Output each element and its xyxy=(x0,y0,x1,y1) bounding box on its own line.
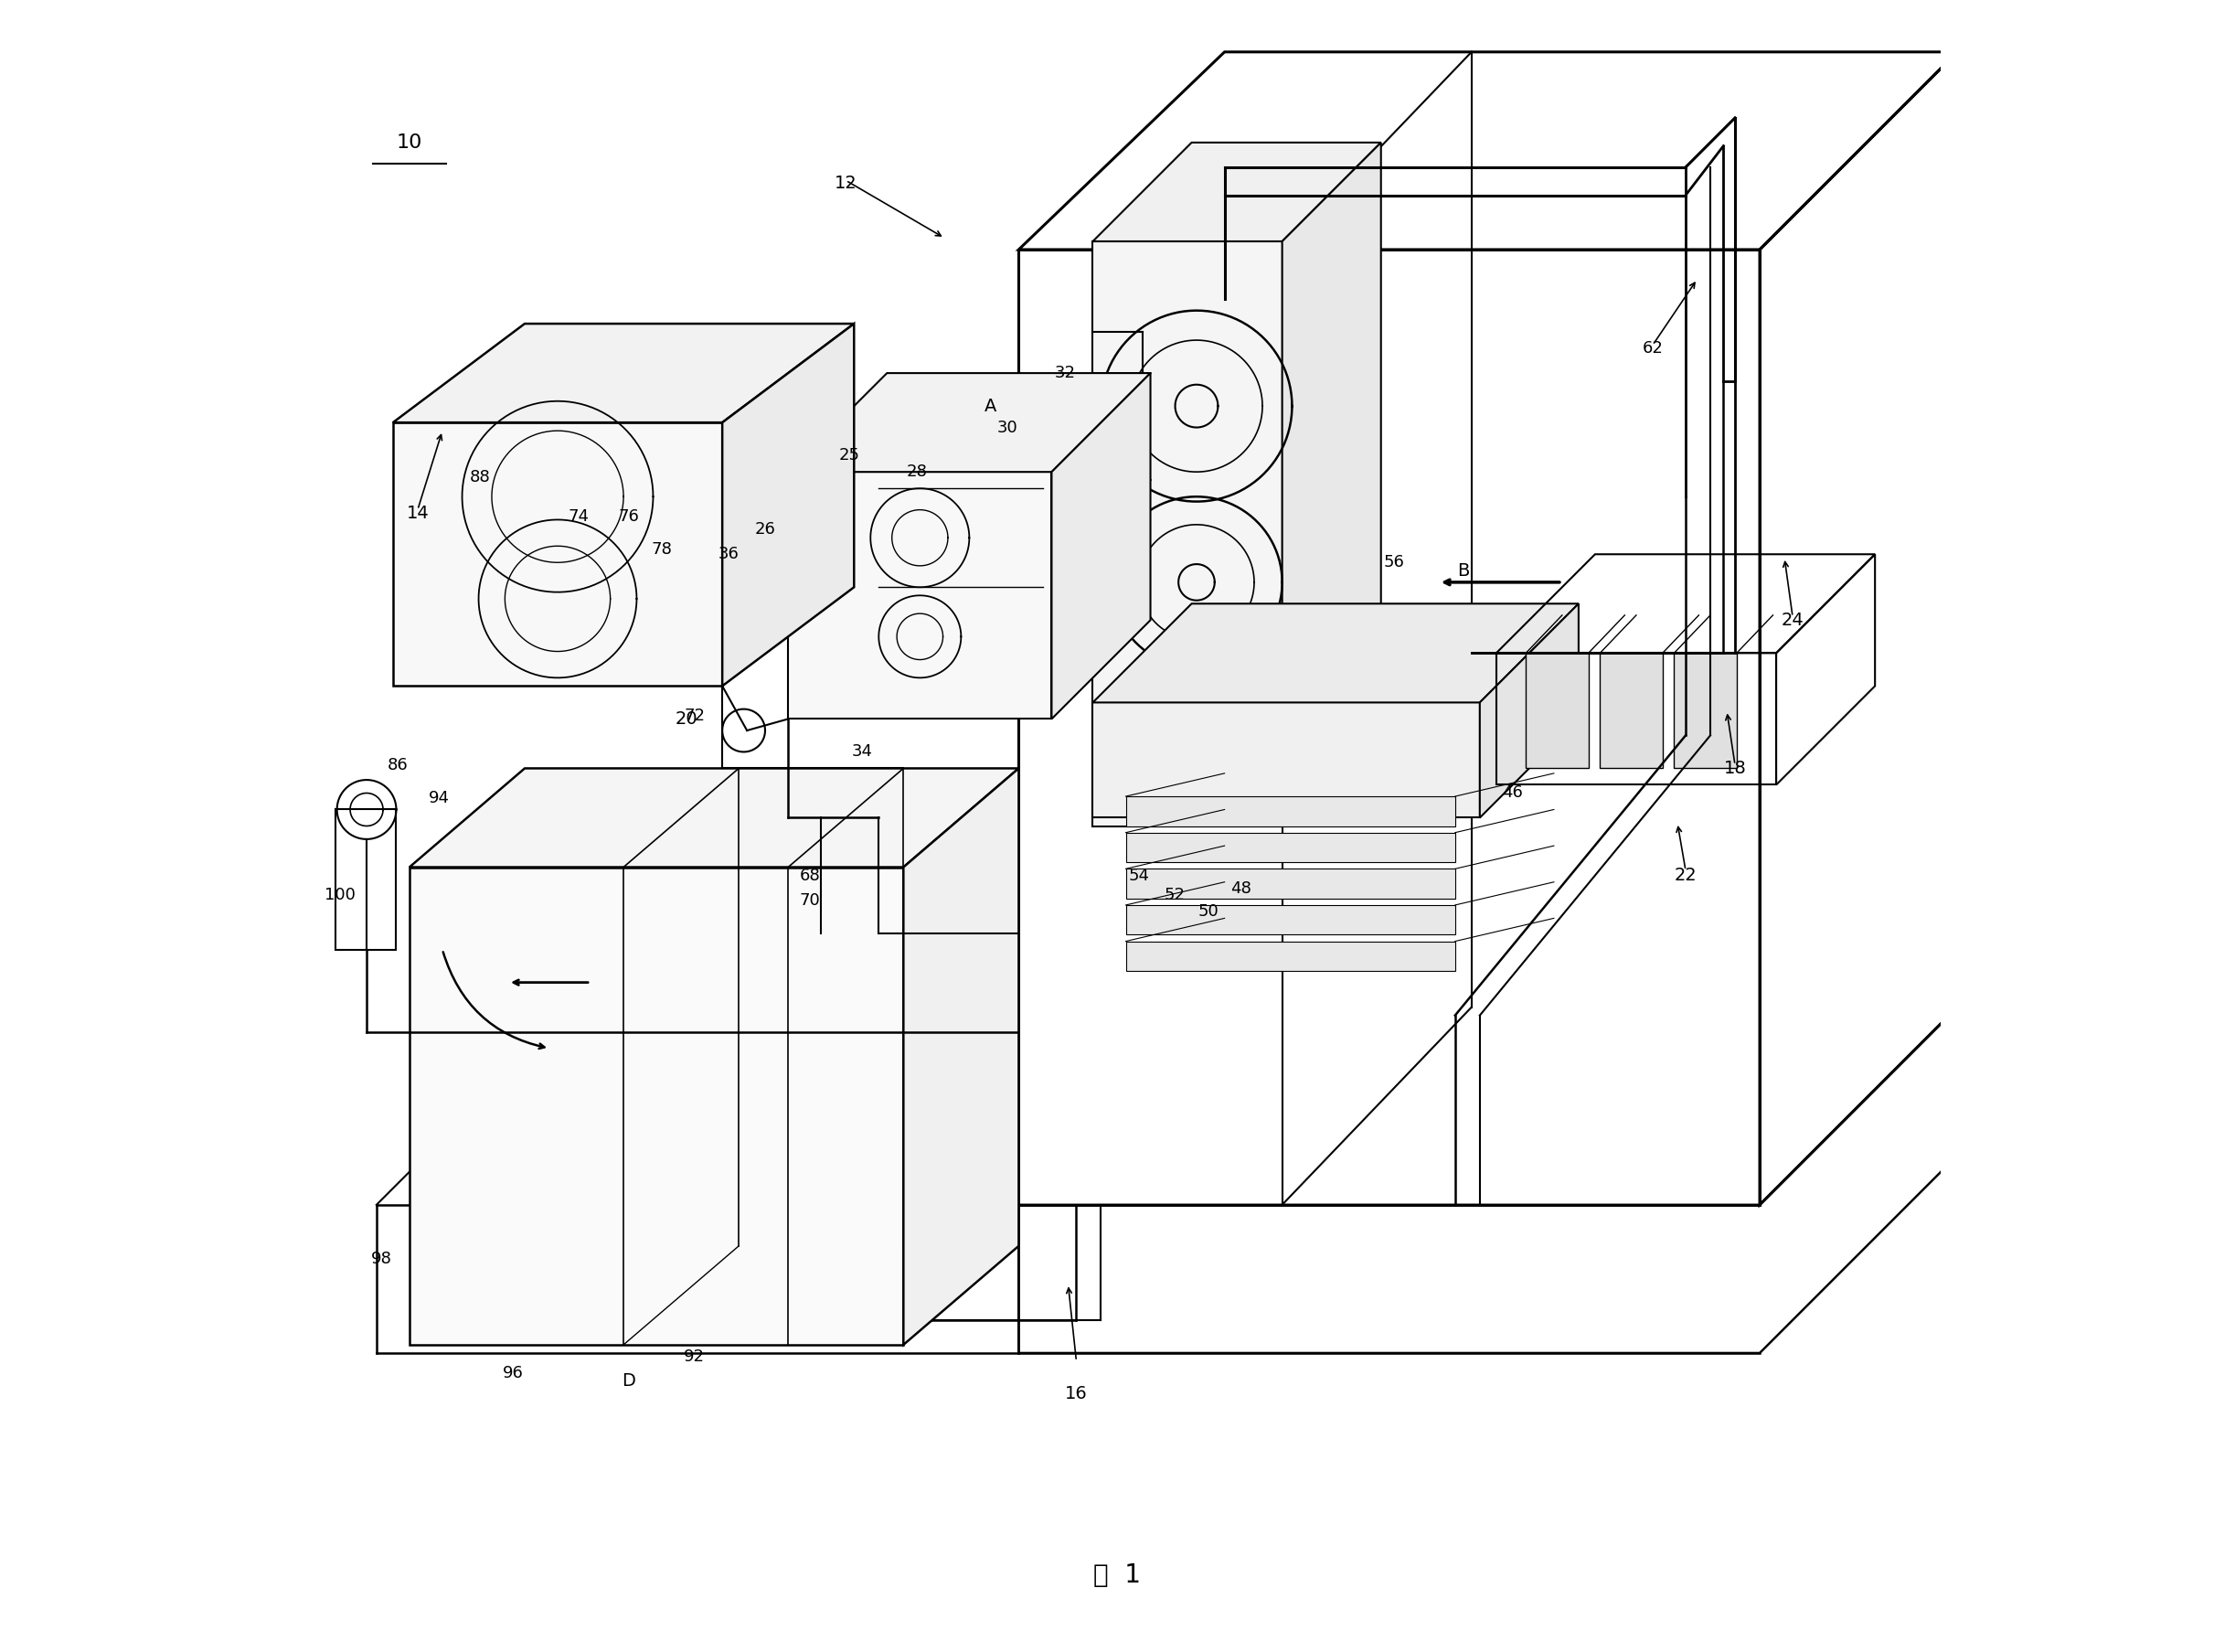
Text: 34: 34 xyxy=(852,743,874,760)
Text: 70: 70 xyxy=(800,892,820,909)
Polygon shape xyxy=(1283,142,1381,826)
Polygon shape xyxy=(1093,142,1381,241)
Polygon shape xyxy=(1126,905,1455,935)
Text: 74: 74 xyxy=(568,509,590,525)
Polygon shape xyxy=(409,867,903,1345)
Text: 94: 94 xyxy=(429,790,449,806)
Text: 62: 62 xyxy=(1643,340,1663,357)
Polygon shape xyxy=(789,472,1053,719)
Text: B: B xyxy=(1457,562,1468,580)
Text: 52: 52 xyxy=(1164,887,1185,904)
Polygon shape xyxy=(1527,653,1589,768)
Polygon shape xyxy=(1480,603,1578,818)
Text: 12: 12 xyxy=(834,175,856,192)
Text: 16: 16 xyxy=(1066,1386,1088,1403)
Polygon shape xyxy=(1126,869,1455,899)
Text: 98: 98 xyxy=(371,1251,391,1267)
Polygon shape xyxy=(1093,603,1578,702)
Text: 14: 14 xyxy=(407,504,429,522)
Polygon shape xyxy=(1093,702,1480,818)
Polygon shape xyxy=(1053,373,1151,719)
Polygon shape xyxy=(903,768,1019,1345)
Text: 86: 86 xyxy=(387,757,409,773)
Text: D: D xyxy=(621,1373,635,1389)
Text: 92: 92 xyxy=(684,1348,704,1365)
Text: 56: 56 xyxy=(1383,555,1404,570)
Text: 54: 54 xyxy=(1129,867,1149,884)
Text: 46: 46 xyxy=(1502,785,1524,801)
Text: 72: 72 xyxy=(684,707,704,724)
Text: 18: 18 xyxy=(1723,760,1746,776)
Text: 28: 28 xyxy=(905,464,928,481)
Text: 20: 20 xyxy=(675,710,697,727)
Polygon shape xyxy=(1674,653,1737,768)
Polygon shape xyxy=(393,324,854,423)
Text: A: A xyxy=(986,398,997,415)
Text: 76: 76 xyxy=(617,509,639,525)
Polygon shape xyxy=(722,324,854,686)
Text: 图  1: 图 1 xyxy=(1093,1563,1142,1588)
Text: 96: 96 xyxy=(503,1365,523,1381)
Text: 26: 26 xyxy=(755,522,776,539)
Text: 88: 88 xyxy=(469,469,492,486)
Text: 10: 10 xyxy=(396,134,422,152)
Text: 78: 78 xyxy=(650,542,673,557)
Text: 25: 25 xyxy=(838,448,860,464)
Polygon shape xyxy=(393,423,722,686)
Text: 32: 32 xyxy=(1055,365,1075,382)
Text: 50: 50 xyxy=(1198,904,1218,920)
Polygon shape xyxy=(1093,241,1283,826)
Polygon shape xyxy=(1126,833,1455,862)
Polygon shape xyxy=(1600,653,1663,768)
Polygon shape xyxy=(1126,796,1455,826)
Text: 22: 22 xyxy=(1674,867,1696,884)
Text: 100: 100 xyxy=(324,887,355,904)
Polygon shape xyxy=(789,373,1151,472)
Polygon shape xyxy=(1126,942,1455,971)
Text: 30: 30 xyxy=(997,420,1017,436)
Text: 36: 36 xyxy=(717,547,740,562)
Text: 48: 48 xyxy=(1231,881,1252,897)
Polygon shape xyxy=(409,768,1019,867)
Text: 24: 24 xyxy=(1781,611,1804,629)
Text: 68: 68 xyxy=(800,867,820,884)
